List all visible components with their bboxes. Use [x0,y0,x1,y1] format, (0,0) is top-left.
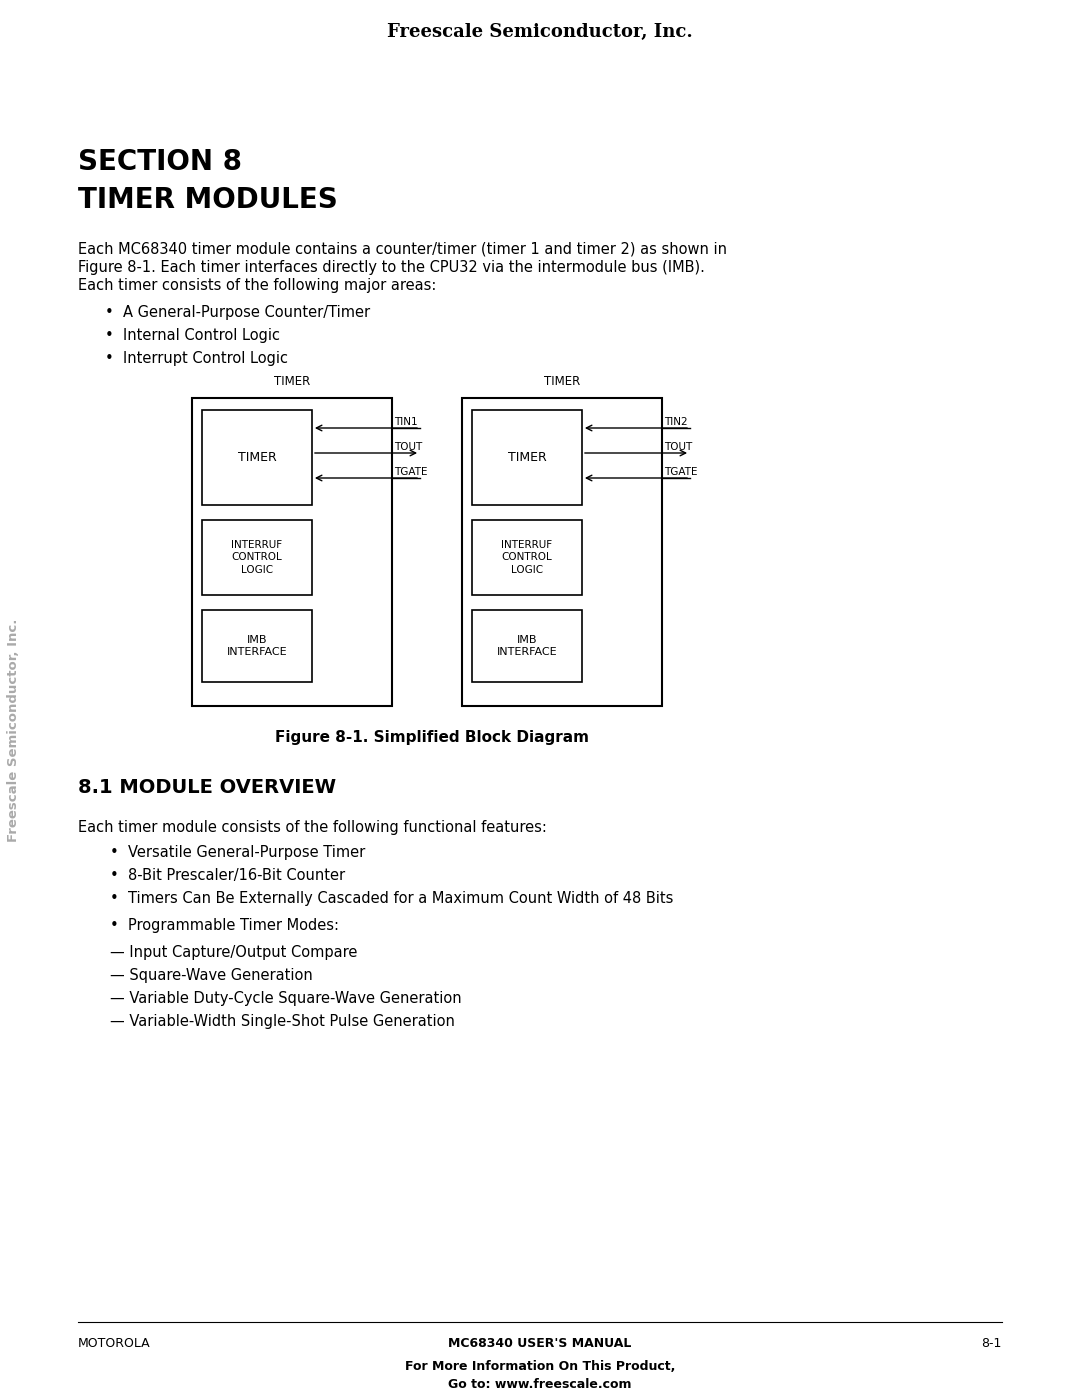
Text: INTERRUF
CONTROL
LOGIC: INTERRUF CONTROL LOGIC [501,541,553,576]
Text: 8.1 MODULE OVERVIEW: 8.1 MODULE OVERVIEW [78,778,336,798]
Text: Each timer module consists of the following functional features:: Each timer module consists of the follow… [78,820,546,835]
Text: TIMER: TIMER [274,374,310,388]
Text: TGATE: TGATE [664,467,698,476]
Text: •  Versatile General-Purpose Timer: • Versatile General-Purpose Timer [110,845,365,861]
Bar [202,409,312,504]
Text: — Input Capture/Output Compare: — Input Capture/Output Compare [110,944,357,960]
Text: 8-1: 8-1 [982,1337,1002,1350]
Bar [202,520,312,595]
Text: •  A General-Purpose Counter/Timer: • A General-Purpose Counter/Timer [105,305,370,320]
Text: TGATE: TGATE [394,467,428,476]
Bar [202,610,312,682]
Text: •  Interrupt Control Logic: • Interrupt Control Logic [105,351,288,366]
Bar [472,610,582,682]
Text: Each MC68340 timer module contains a counter/timer (timer 1 and timer 2) as show: Each MC68340 timer module contains a cou… [78,242,727,257]
Text: SECTION 8: SECTION 8 [78,148,242,176]
Bar [462,398,662,705]
Text: Go to: www.freescale.com: Go to: www.freescale.com [448,1377,632,1391]
Text: — Variable Duty-Cycle Square-Wave Generation: — Variable Duty-Cycle Square-Wave Genera… [110,990,461,1006]
Bar [472,520,582,595]
Text: — Square-Wave Generation: — Square-Wave Generation [110,968,313,983]
Text: TIN1: TIN1 [394,416,418,427]
Text: TOUT: TOUT [394,441,422,453]
Text: TIMER: TIMER [238,451,276,464]
Bar [472,409,582,504]
Text: TIMER: TIMER [508,451,546,464]
Text: •  Internal Control Logic: • Internal Control Logic [105,328,280,344]
Text: IMB
INTERFACE: IMB INTERFACE [497,634,557,657]
Text: •  8-Bit Prescaler/16-Bit Counter: • 8-Bit Prescaler/16-Bit Counter [110,868,346,883]
Text: Each timer consists of the following major areas:: Each timer consists of the following maj… [78,278,436,293]
Text: INTERRUF
CONTROL
LOGIC: INTERRUF CONTROL LOGIC [231,541,283,576]
Text: — Variable-Width Single-Shot Pulse Generation: — Variable-Width Single-Shot Pulse Gener… [110,1014,455,1030]
Bar [192,398,392,705]
Text: TIMER: TIMER [544,374,580,388]
Text: Figure 8-1. Simplified Block Diagram: Figure 8-1. Simplified Block Diagram [275,731,589,745]
Text: For More Information On This Product,: For More Information On This Product, [405,1361,675,1373]
Text: MOTOROLA: MOTOROLA [78,1337,150,1350]
Text: MC68340 USER'S MANUAL: MC68340 USER'S MANUAL [448,1337,632,1350]
Text: Figure 8-1. Each timer interfaces directly to the CPU32 via the intermodule bus : Figure 8-1. Each timer interfaces direct… [78,260,705,275]
Text: •  Programmable Timer Modes:: • Programmable Timer Modes: [110,918,339,933]
Text: TIN2: TIN2 [664,416,688,427]
Text: TIMER MODULES: TIMER MODULES [78,186,338,214]
Text: IMB
INTERFACE: IMB INTERFACE [227,634,287,657]
Text: •  Timers Can Be Externally Cascaded for a Maximum Count Width of 48 Bits: • Timers Can Be Externally Cascaded for … [110,891,673,907]
Text: Freescale Semiconductor, Inc.: Freescale Semiconductor, Inc. [8,619,21,841]
Text: Freescale Semiconductor, Inc.: Freescale Semiconductor, Inc. [387,22,693,41]
Text: TOUT: TOUT [664,441,692,453]
